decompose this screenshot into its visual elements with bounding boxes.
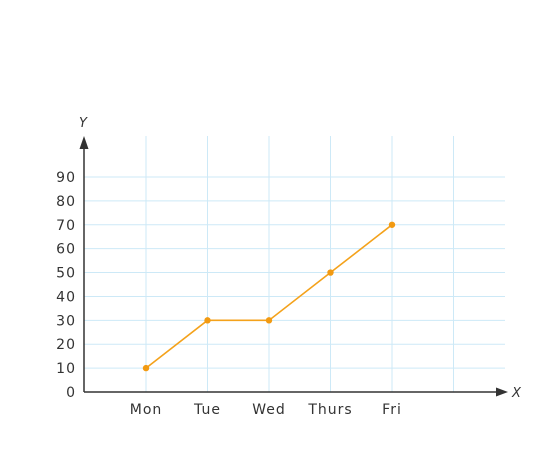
data-point (327, 269, 334, 276)
x-tick-label: Thurs (307, 402, 352, 418)
x-tick-labels: Mon Tue Wed Thurs Fri (130, 402, 402, 418)
y-tick-label: 60 (56, 242, 76, 258)
data-point (204, 317, 211, 324)
x-tick-label: Tue (193, 402, 221, 418)
data-point (388, 221, 396, 228)
series (142, 221, 396, 372)
y-axis-label: Y (79, 116, 88, 131)
y-tick-label: 50 (56, 266, 76, 282)
x-axis-label: X (511, 386, 522, 401)
y-axis-arrow-icon (79, 136, 89, 149)
x-tick-label: Fri (382, 402, 402, 418)
y-tick-label: 80 (56, 194, 76, 210)
y-tick-label: 70 (56, 218, 76, 234)
y-tick-label: 90 (56, 170, 76, 186)
y-tick-label: 20 (56, 337, 76, 353)
grid (84, 136, 505, 392)
x-tick-label: Wed (252, 402, 286, 418)
x-tick-label: Mon (130, 402, 163, 418)
y-tick-labels: 0 10 20 30 40 50 60 70 80 90 (56, 170, 76, 401)
y-tick-label: 10 (56, 361, 76, 377)
y-tick-label: 0 (66, 385, 76, 401)
y-tick-label: 40 (56, 289, 76, 305)
axes: X Y (79, 116, 522, 401)
x-axis-arrow-icon (496, 387, 508, 397)
data-point (142, 364, 150, 372)
data-point (265, 317, 273, 324)
y-tick-label: 30 (56, 313, 76, 329)
